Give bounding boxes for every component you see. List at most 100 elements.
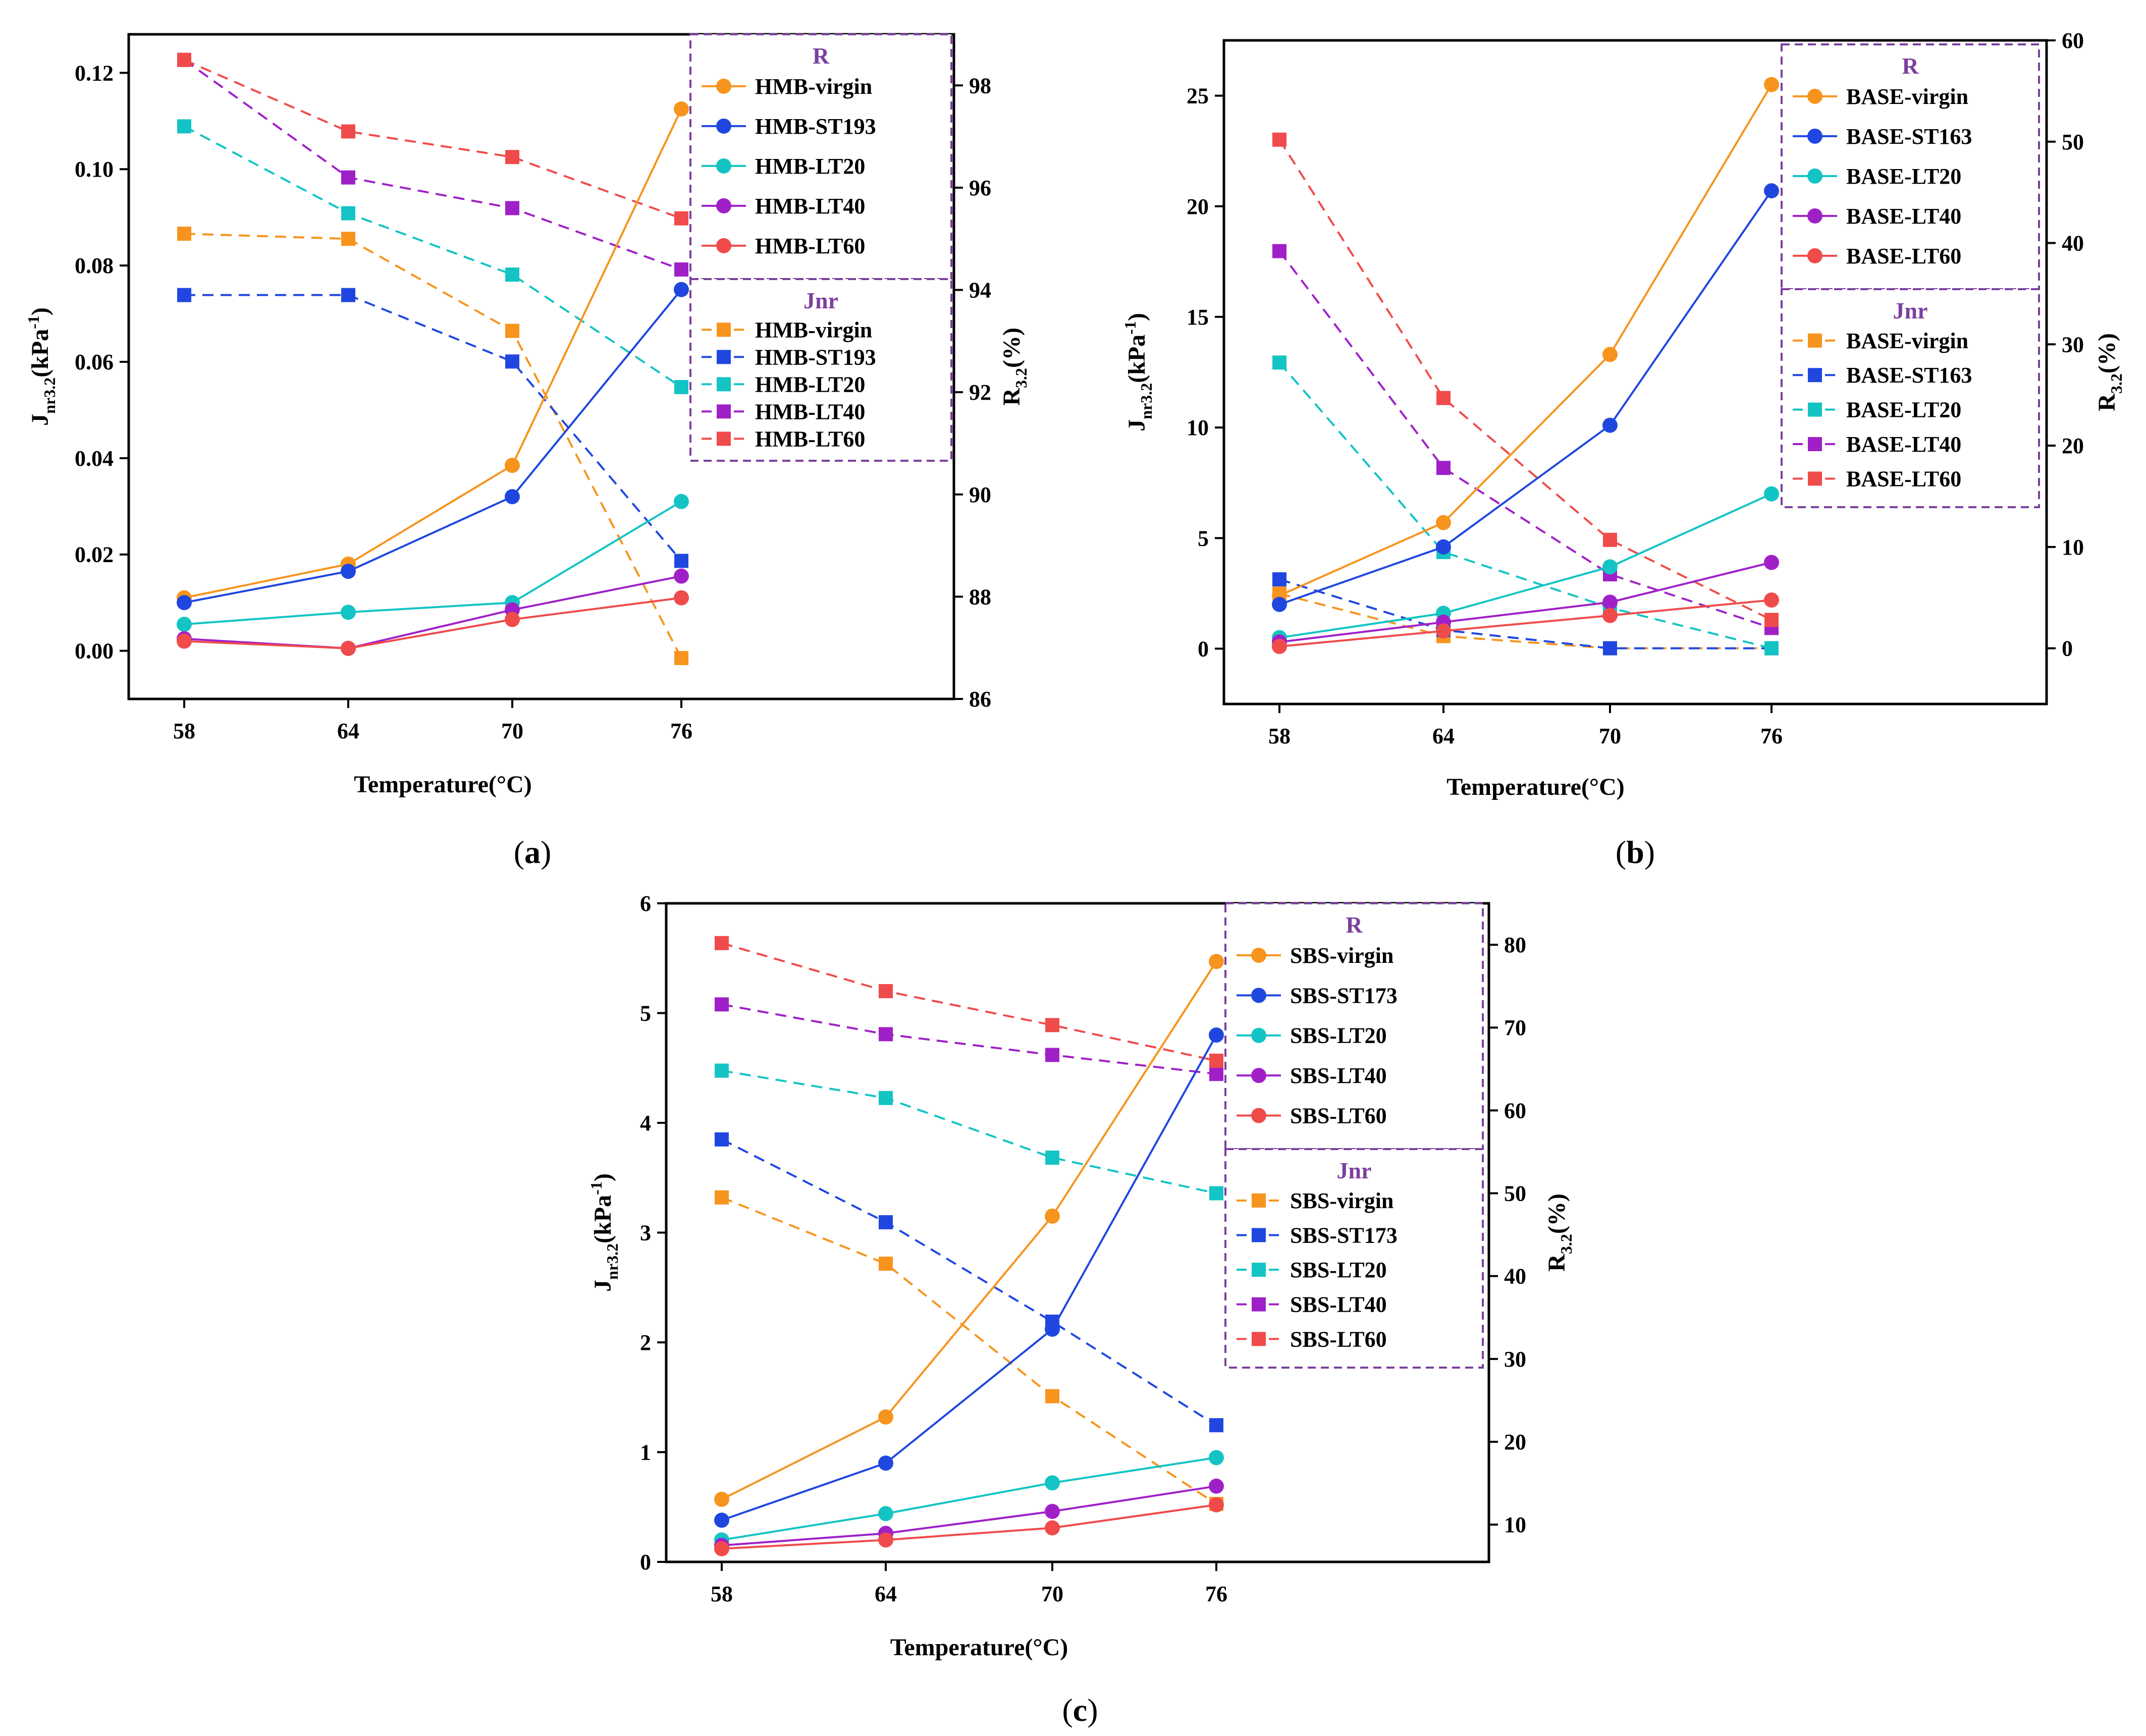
jnr-point-SBS-LT20 [879, 1091, 893, 1105]
jnr-line-HMB-LT20 [184, 125, 682, 388]
r-point-BASE-LT60 [1436, 623, 1451, 639]
jnr-point-HMB-LT40 [674, 262, 688, 277]
legend-jnr-swatch-marker [717, 350, 731, 364]
jnr-point-SBS-LT60 [715, 936, 729, 950]
y-left-tick-label: 15 [1187, 305, 1209, 330]
y-right-tick-label: 10 [1504, 1512, 1526, 1537]
r-point-HMB-LT40 [674, 568, 689, 584]
legend-r-entry: SBS-ST173 [1290, 983, 1398, 1008]
y-left-tick-label: 0.10 [75, 157, 114, 182]
r-line-SBS-ST173 [721, 1035, 1217, 1522]
r-line-HMB-LT60 [184, 596, 682, 649]
y-right-label-tail: (%) [2094, 333, 2120, 373]
jnr-line-SBS-LT20 [721, 1069, 1217, 1195]
r-point-BASE-virgin [1764, 77, 1779, 92]
r-line-BASE-ST163 [1279, 190, 1773, 606]
legend-jnr-title: Jnr [1337, 1158, 1372, 1183]
legend-jnr-swatch-marker [1808, 437, 1822, 452]
legend-jnr-entry: BASE-ST163 [1846, 363, 1972, 388]
legend-r-swatch-marker [1251, 988, 1266, 1003]
legend-jnr-swatch-marker [717, 431, 731, 446]
jnr-line-HMB-LT40 [183, 59, 682, 270]
y-right-tick-label: 88 [969, 584, 991, 609]
legend-r-swatch-marker [716, 238, 731, 253]
jnr-point-HMB-LT60 [341, 124, 355, 139]
legend-jnr: Jnr HMB-virgin HMB-ST193 HMB-LT20HMB-LT40HM… [689, 278, 952, 462]
legend-jnr-swatch-marker [1808, 368, 1822, 383]
jnr-line-SBS-LT60 [721, 942, 1217, 1062]
legend-r-frame [1781, 43, 2040, 290]
y-left-label-sub: nr3.2 [603, 1243, 621, 1280]
y-left-tick-label: 6 [640, 891, 651, 916]
y-right-label-main: R [998, 388, 1025, 406]
r-point-SBS-virgin [1209, 954, 1224, 969]
caption-letter: b [1626, 834, 1644, 870]
r-point-HMB-LT60 [505, 612, 520, 627]
legend-jnr-entry: HMB-LT60 [755, 426, 865, 451]
jnr-point-HMB-LT20 [505, 267, 519, 282]
r-point-BASE-LT40 [1602, 594, 1618, 610]
y-right-tick-label: 30 [1504, 1347, 1526, 1372]
jnr-point-SBS-ST173 [1209, 1418, 1223, 1433]
legend-r: R HMB-virgin HMB-ST193 HMB-LT20 HMB-LT40 HMB-… [689, 33, 952, 280]
y-left-tick-label: 0 [1198, 636, 1209, 661]
jnr-line-HMB-ST193 [184, 294, 682, 562]
y-right-tick-label: 20 [1504, 1430, 1526, 1454]
legend-r-entry: BASE-LT40 [1846, 204, 1961, 229]
jnr-point-BASE-LT60 [1436, 391, 1451, 405]
jnr-point-BASE-LT20 [1764, 641, 1779, 656]
r-point-BASE-LT20 [1764, 486, 1779, 502]
r-point-BASE-ST163 [1272, 596, 1287, 612]
jnr-point-HMB-LT20 [177, 119, 191, 134]
y-left-tick-label: 3 [640, 1221, 651, 1245]
legend-jnr-swatch-marker [1252, 1263, 1266, 1277]
legend-r-swatch-marker [1807, 168, 1822, 184]
r-point-SBS-LT60 [878, 1532, 893, 1548]
r-point-BASE-LT60 [1764, 592, 1779, 608]
y-left-label-unit: (kPa [1123, 335, 1150, 383]
y-left-label-sub: nr3.2 [1137, 383, 1155, 419]
legend-r-swatch-marker [1251, 1108, 1266, 1123]
r-line-BASE-virgin [1279, 84, 1773, 597]
y-left-tick-label: 5 [1198, 526, 1209, 551]
legend-r-entry: SBS-virgin [1290, 943, 1393, 968]
y-left-tick-label: 1 [640, 1440, 651, 1465]
legend-jnr-entry: SBS-ST173 [1290, 1223, 1398, 1247]
jnr-point-HMB-LT40 [505, 201, 519, 215]
x-tick-label: 70 [501, 719, 523, 743]
r-line-HMB-virgin [184, 108, 682, 599]
x-axis-label: Temperature(°C) [354, 771, 531, 798]
chart-a: 0.00 0.02 0.04 0.06 0.08 0.10 0.12 86 88 90 92 94 96… [24, 33, 1030, 870]
jnr-point-HMB-virgin [177, 227, 191, 241]
r-point-BASE-LT60 [1602, 608, 1618, 623]
legend-r: R BASE-virgin BASE-ST163 BASE-LT20 BASE-LT40… [1781, 43, 2040, 290]
caption-letter: c [1073, 1692, 1087, 1728]
y-right-label-sub: 3.2 [2107, 373, 2125, 394]
y-left-tick-label: 4 [640, 1111, 651, 1135]
jnr-point-SBS-LT20 [715, 1063, 729, 1078]
y-right-tick-label: 96 [969, 176, 991, 200]
r-point-HMB-ST193 [674, 282, 689, 297]
r-point-BASE-LT40 [1764, 555, 1779, 570]
y-left-label-tail: ) [27, 307, 53, 315]
r-line-SBS-LT60 [721, 1503, 1217, 1550]
x-tick-label: 76 [1205, 1582, 1227, 1606]
caption-letter: a [524, 834, 541, 870]
jnr-point-HMB-LT20 [674, 380, 688, 395]
legend-jnr-swatch-marker [1252, 1193, 1266, 1208]
r-point-HMB-ST193 [341, 564, 356, 579]
x-tick-label: 64 [1432, 724, 1455, 748]
y-left-tick-label: 0.00 [75, 639, 114, 664]
jnr-point-BASE-LT60 [1603, 532, 1617, 547]
y-left-tick-label: 0.06 [75, 350, 114, 374]
legend-jnr-frame [1781, 288, 2040, 508]
y-right-label-text: R3.2(%) [1543, 1194, 1575, 1272]
y-right-tick-label: 50 [1504, 1181, 1526, 1206]
r-point-BASE-LT20 [1602, 559, 1618, 575]
legend-jnr-entry: SBS-virgin [1290, 1188, 1393, 1213]
legend-jnr-entry: BASE-virgin [1846, 329, 1968, 353]
legend-r-swatch-marker [1807, 248, 1822, 263]
r-point-HMB-LT60 [341, 640, 356, 656]
legend-jnr-entry: SBS-LT60 [1290, 1327, 1387, 1351]
x-tick-label: 58 [173, 719, 195, 743]
